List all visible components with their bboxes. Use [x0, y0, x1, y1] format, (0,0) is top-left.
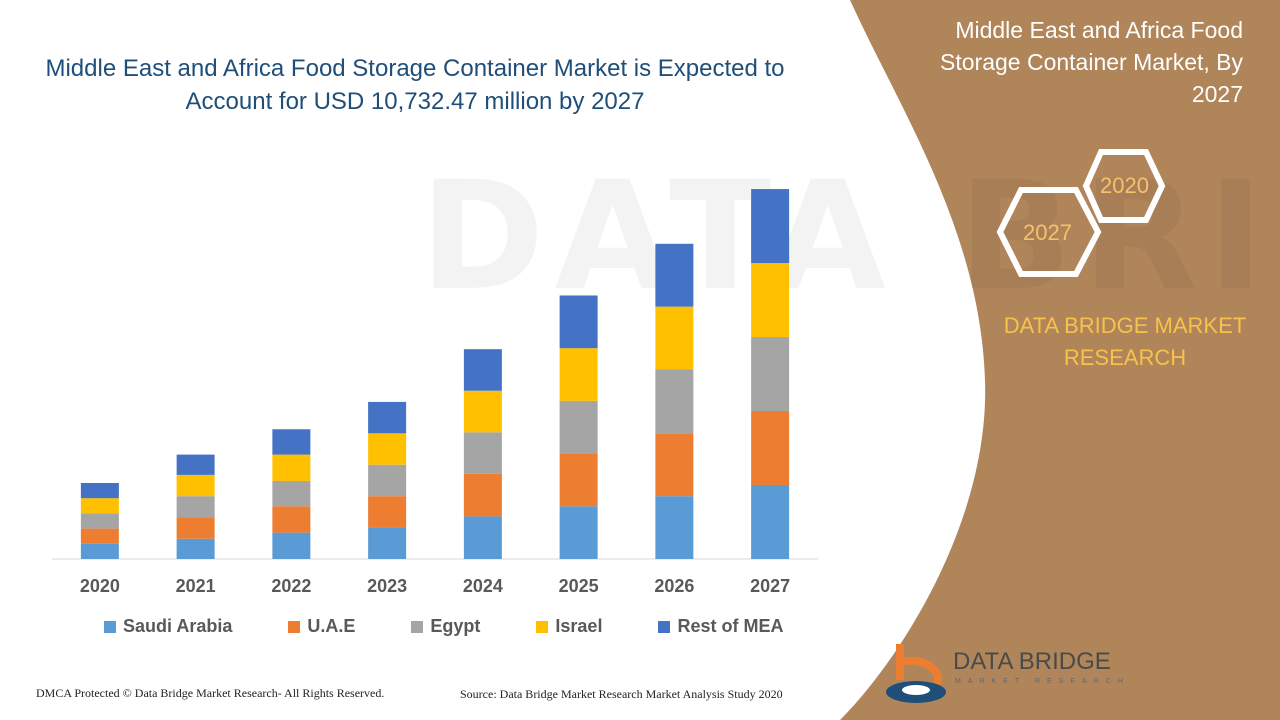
- bar-2026-u-a-e: [655, 433, 694, 497]
- bar-2024-u-a-e: [463, 473, 502, 517]
- legend-swatch-egypt: [411, 620, 424, 633]
- bar-2027-israel: [751, 263, 790, 338]
- x-tick-label-2023: 2023: [367, 576, 407, 596]
- legend-label-saudi-arabia: Saudi Arabia: [123, 616, 233, 636]
- bar-2022-israel: [272, 454, 311, 481]
- bar-2022-u-a-e: [272, 506, 311, 533]
- bar-2021-u-a-e: [176, 517, 215, 539]
- stacked-bar-chart: 2020 2021 2022 2023 2024 2025 2026 2027: [52, 189, 818, 596]
- bar-2021-egypt: [176, 496, 215, 518]
- bar-2025-egypt: [559, 400, 598, 454]
- logo-name: DATA BRIDGE: [953, 648, 1111, 675]
- bar-2023-rest-of-mea: [368, 401, 407, 434]
- legend-item-israel: Israel: [536, 616, 602, 637]
- legend-swatch-u-a-e: [288, 620, 301, 633]
- bar-2024-saudi-arabia: [463, 516, 502, 559]
- x-tick-label-2027: 2027: [750, 576, 790, 596]
- x-tick-label-2025: 2025: [559, 576, 599, 596]
- bar-2020-saudi-arabia: [80, 543, 119, 559]
- bar-2026-israel: [655, 306, 694, 370]
- hex-label-2027: 2027: [1023, 220, 1072, 245]
- legend-swatch-rest-of-mea: [658, 620, 671, 633]
- bar-2022-saudi-arabia: [272, 532, 311, 559]
- chart-title: Middle East and Africa Food Storage Cont…: [45, 55, 785, 115]
- x-tick-label-2022: 2022: [271, 576, 311, 596]
- bar-2026-rest-of-mea: [655, 243, 694, 307]
- bar-2027-u-a-e: [751, 411, 790, 486]
- bar-2025-saudi-arabia: [559, 506, 598, 559]
- hex-label-2020: 2020: [1100, 173, 1149, 198]
- bar-2023-israel: [368, 433, 407, 465]
- watermark-text: DATA BRIDGE: [420, 150, 1280, 324]
- bar-2020-egypt: [80, 513, 119, 529]
- legend-label-u-a-e: U.A.E: [307, 616, 356, 636]
- bar-2025-u-a-e: [559, 453, 598, 507]
- bar-2024-rest-of-mea: [463, 349, 502, 391]
- side-panel-title: Middle East and Africa Food Storage Cont…: [940, 17, 1243, 107]
- hexagon-icons: [996, 149, 1166, 277]
- x-tick-label-2024: 2024: [463, 576, 503, 596]
- bar-2023-saudi-arabia: [368, 527, 407, 559]
- bar-2027-egypt: [751, 337, 790, 412]
- bar-2025-israel: [559, 348, 598, 401]
- data-bridge-logo-icon: [886, 644, 946, 703]
- source-text: Source: Data Bridge Market Research Mark…: [460, 687, 783, 701]
- legend-item-egypt: Egypt: [411, 616, 480, 637]
- bar-2027-saudi-arabia: [751, 485, 790, 559]
- x-tick-label-2021: 2021: [176, 576, 216, 596]
- legend-label-israel: Israel: [555, 616, 603, 636]
- bar-2021-saudi-arabia: [176, 538, 215, 559]
- bar-2027-rest-of-mea: [751, 189, 790, 264]
- bar-2021-rest-of-mea: [176, 454, 215, 475]
- bar-2022-egypt: [272, 480, 311, 507]
- legend-swatch-saudi-arabia: [104, 620, 116, 633]
- legend-item-saudi-arabia: Saudi Arabia: [104, 616, 232, 637]
- chart-legend: Saudi Arabia U.A.E Egypt Israel Rest of MEA: [104, 616, 839, 637]
- bar-2020-u-a-e: [80, 528, 119, 544]
- hexagon-2027-icon: [996, 187, 1102, 277]
- bar-2026-egypt: [655, 369, 694, 434]
- bar-2022-rest-of-mea: [272, 429, 311, 455]
- bar-2021-israel: [176, 474, 215, 497]
- legend-item-u-a-e: U.A.E: [288, 616, 355, 637]
- bar-2023-egypt: [368, 464, 407, 497]
- x-tick-label-2026: 2026: [654, 576, 694, 596]
- bar-2020-rest-of-mea: [80, 482, 119, 499]
- bar-2024-israel: [463, 390, 502, 433]
- bar-2020-israel: [80, 498, 119, 514]
- brand-text: DATA BRIDGE MARKET RESEARCH: [1003, 313, 1247, 370]
- bar-2026-saudi-arabia: [655, 496, 694, 559]
- logo-subtitle: MARKET RESEARCH: [955, 678, 1130, 685]
- legend-swatch-israel: [536, 620, 549, 633]
- x-tick-label-2020: 2020: [80, 576, 120, 596]
- hexagon-2020-icon: [1082, 149, 1166, 223]
- bar-2025-rest-of-mea: [559, 295, 598, 349]
- bar-2024-egypt: [463, 432, 502, 474]
- legend-item-rest-of-mea: Rest of MEA: [658, 616, 783, 637]
- legend-label-rest-of-mea: Rest of MEA: [677, 616, 784, 636]
- copyright-text: DMCA Protected © Data Bridge Market Rese…: [36, 686, 385, 700]
- bar-2023-u-a-e: [368, 496, 407, 528]
- legend-label-egypt: Egypt: [430, 616, 481, 636]
